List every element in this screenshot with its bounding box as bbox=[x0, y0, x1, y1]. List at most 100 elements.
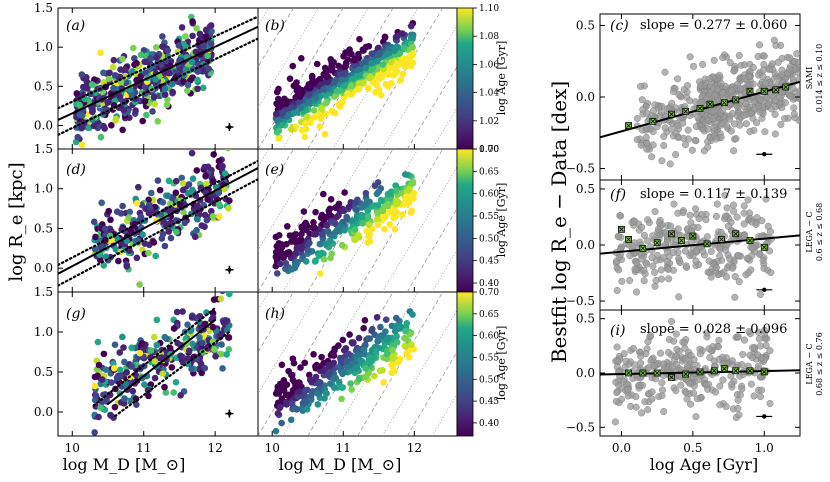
residual-point bbox=[624, 385, 632, 393]
residual-point bbox=[675, 90, 683, 98]
galaxy-point-smoothed bbox=[296, 93, 304, 100]
galaxy-point bbox=[91, 245, 99, 253]
residual-point bbox=[755, 335, 763, 343]
galaxy-point bbox=[80, 83, 87, 91]
galaxy-point bbox=[108, 121, 115, 129]
binned-mean-cross bbox=[762, 244, 767, 250]
galaxy-point-smoothed bbox=[311, 224, 318, 232]
galaxy-point bbox=[145, 392, 152, 400]
colorbar-tick-label: 0.55 bbox=[479, 353, 499, 363]
error-bar-point bbox=[227, 411, 232, 416]
binned-mean-cross bbox=[762, 369, 767, 375]
galaxy-point-smoothed bbox=[273, 255, 281, 262]
galaxy-point-smoothed bbox=[318, 105, 325, 112]
residual-point bbox=[721, 212, 729, 220]
residual-point bbox=[730, 147, 738, 155]
galaxy-point-smoothed bbox=[306, 84, 314, 92]
galaxy-point bbox=[107, 412, 115, 419]
residual-point bbox=[730, 201, 738, 209]
galaxy-point-smoothed bbox=[364, 335, 372, 342]
galaxy-point-smoothed bbox=[323, 73, 330, 81]
residual-point bbox=[745, 328, 753, 336]
galaxy-point bbox=[141, 58, 148, 66]
galaxy-point-smoothed bbox=[347, 380, 354, 387]
residual-point bbox=[633, 115, 641, 123]
galaxy-point-smoothed bbox=[326, 380, 334, 387]
binned-mean-cross bbox=[679, 238, 684, 243]
residual-point bbox=[686, 211, 694, 219]
galaxy-point bbox=[136, 349, 144, 357]
galaxy-point bbox=[78, 141, 86, 149]
panel-label-i: (i) bbox=[610, 323, 625, 339]
panel-label-e: (e) bbox=[265, 162, 284, 178]
residual-point bbox=[687, 219, 695, 227]
galaxy-point bbox=[104, 99, 112, 106]
galaxy-point bbox=[91, 429, 98, 436]
galaxy-point-smoothed bbox=[303, 113, 311, 120]
xtick-label: 11 bbox=[136, 441, 151, 455]
galaxy-point-smoothed bbox=[314, 401, 322, 408]
galaxy-point bbox=[145, 209, 153, 217]
residual-point bbox=[672, 387, 680, 395]
galaxy-point-smoothed bbox=[302, 397, 310, 405]
residual-point bbox=[687, 400, 695, 408]
residual-point bbox=[664, 348, 672, 356]
binned-mean-cross bbox=[719, 237, 724, 242]
residual-point bbox=[652, 277, 660, 285]
galaxy-point-smoothed bbox=[336, 223, 343, 231]
galaxy-point bbox=[226, 292, 233, 298]
residual-point bbox=[752, 220, 760, 228]
residual-point bbox=[648, 356, 656, 364]
residual-point bbox=[664, 265, 672, 273]
residual-point bbox=[686, 53, 694, 61]
residual-point bbox=[726, 115, 734, 123]
slope-title-c: slope = 0.277 ± 0.060 bbox=[640, 18, 787, 33]
ytick-label: 0.5 bbox=[34, 221, 53, 235]
residual-point bbox=[618, 277, 626, 285]
error-bar-point bbox=[227, 267, 232, 272]
residual-point bbox=[735, 52, 743, 60]
galaxy-point bbox=[170, 389, 177, 396]
residual-point bbox=[613, 343, 621, 351]
galaxy-point bbox=[115, 257, 122, 265]
residual-point bbox=[650, 362, 658, 370]
residual-point bbox=[633, 136, 641, 144]
residual-point bbox=[639, 106, 647, 114]
galaxy-point-smoothed bbox=[288, 371, 295, 379]
residual-point bbox=[717, 229, 725, 237]
galaxy-point bbox=[168, 206, 176, 213]
guide-line bbox=[431, 393, 457, 436]
residual-point bbox=[759, 66, 767, 74]
galaxy-point-smoothed bbox=[345, 350, 352, 358]
residual-point bbox=[612, 397, 620, 405]
galaxy-point-smoothed bbox=[338, 207, 345, 215]
residual-point bbox=[703, 329, 711, 337]
galaxy-point bbox=[179, 180, 187, 187]
right-xlabel: log Age [Gyr] bbox=[650, 455, 758, 474]
galaxy-point-smoothed bbox=[382, 80, 390, 88]
residual-point bbox=[652, 256, 660, 264]
residual-point bbox=[672, 352, 680, 360]
galaxy-point-smoothed bbox=[321, 64, 329, 72]
galaxy-point-smoothed bbox=[373, 190, 381, 198]
residual-point bbox=[740, 209, 748, 217]
galaxy-point bbox=[121, 395, 128, 402]
galaxy-point-smoothed bbox=[409, 178, 417, 185]
galaxy-point-smoothed bbox=[377, 91, 385, 99]
ytick-label: 0.5 bbox=[34, 365, 53, 379]
galaxy-point-smoothed bbox=[310, 219, 317, 226]
galaxy-point-smoothed bbox=[272, 110, 280, 118]
colorbar-tick-label: 0.50 bbox=[479, 375, 499, 385]
galaxy-point-smoothed bbox=[371, 372, 378, 380]
ytick-label: 0.0 bbox=[34, 405, 53, 419]
residual-point bbox=[724, 222, 732, 230]
galaxy-point-smoothed bbox=[306, 376, 314, 384]
galaxy-point-smoothed bbox=[289, 62, 297, 70]
galaxy-point-smoothed bbox=[393, 314, 400, 322]
residual-point bbox=[722, 403, 730, 411]
colorbar-tick-label: 0.70 bbox=[479, 288, 499, 298]
galaxy-point bbox=[217, 350, 225, 358]
galaxy-point bbox=[100, 262, 108, 269]
residual-point bbox=[670, 337, 678, 345]
residual-point bbox=[740, 336, 748, 344]
